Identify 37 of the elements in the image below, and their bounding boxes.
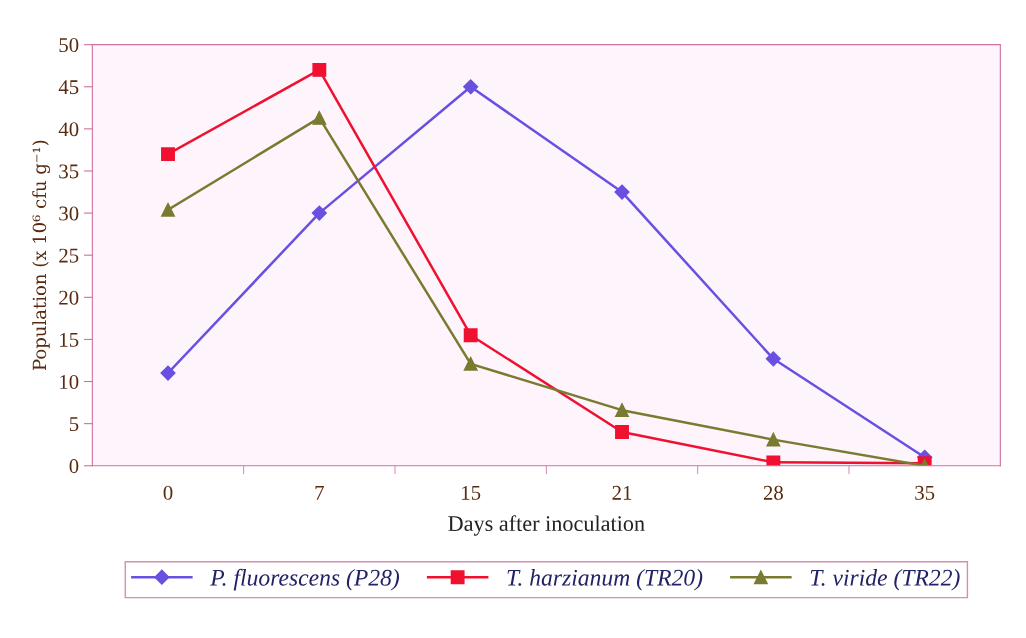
x-axis-title: Days after inoculation bbox=[448, 515, 645, 536]
y-tick-label: 5 bbox=[69, 417, 79, 432]
point bbox=[766, 432, 781, 447]
y-tick-label: 10 bbox=[60, 374, 79, 389]
point bbox=[312, 62, 327, 77]
point bbox=[614, 184, 630, 200]
x-tick-label: 15 bbox=[462, 485, 481, 500]
point bbox=[161, 147, 175, 162]
y-tick-label: 25 bbox=[59, 248, 79, 263]
point bbox=[765, 351, 781, 367]
y-tick-label: 0 bbox=[69, 459, 79, 474]
legend-label: T. harzianum (TR20) bbox=[507, 569, 703, 591]
x-tick-label: 0 bbox=[163, 485, 173, 500]
point bbox=[463, 356, 478, 371]
y-tick-label: 40 bbox=[58, 122, 79, 137]
point bbox=[311, 205, 327, 221]
point bbox=[615, 403, 629, 418]
y-tick-label: 20 bbox=[59, 290, 79, 305]
x-tick-label: 28 bbox=[763, 485, 783, 500]
legend-label: T. viride (TR22) bbox=[810, 569, 960, 591]
y-tick-label: 35 bbox=[59, 164, 79, 179]
point bbox=[615, 425, 629, 439]
point bbox=[312, 110, 327, 125]
point bbox=[766, 455, 781, 466]
point bbox=[463, 79, 479, 95]
point bbox=[463, 328, 478, 343]
y-tick-label: 30 bbox=[59, 206, 79, 221]
point bbox=[161, 202, 175, 217]
y-axis-title: Population (x 10⁶ cfu g⁻¹) bbox=[32, 140, 50, 371]
x-tick-label: 21 bbox=[612, 485, 632, 500]
y-tick-label: 50 bbox=[59, 38, 79, 53]
point bbox=[160, 365, 176, 381]
y-tick-label: 45 bbox=[58, 80, 79, 95]
legend-label: P. fluorescens (P28) bbox=[210, 568, 400, 591]
x-tick-label: 35 bbox=[915, 485, 935, 500]
x-tick-label: 7 bbox=[315, 486, 324, 500]
y-tick-label: 15 bbox=[60, 332, 79, 347]
